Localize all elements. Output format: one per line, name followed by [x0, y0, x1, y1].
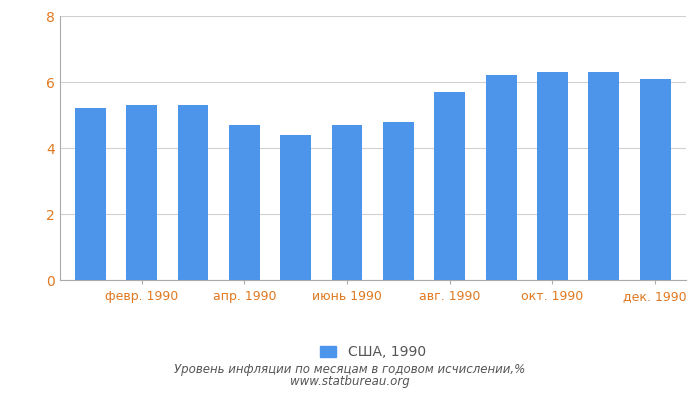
Bar [589, 72, 620, 280]
Bar [383, 122, 414, 280]
Bar [640, 79, 671, 280]
Bar [486, 75, 517, 280]
Text: www.statbureau.org: www.statbureau.org [290, 375, 410, 388]
Text: Уровень инфляции по месяцам в годовом исчислении,%: Уровень инфляции по месяцам в годовом ис… [174, 363, 526, 376]
Bar [229, 125, 260, 280]
Bar [178, 105, 209, 280]
Legend: США, 1990: США, 1990 [314, 340, 431, 365]
Bar [126, 105, 157, 280]
Bar [435, 92, 466, 280]
Bar [75, 108, 106, 280]
Bar [332, 125, 363, 280]
Bar [537, 72, 568, 280]
Bar [280, 135, 311, 280]
